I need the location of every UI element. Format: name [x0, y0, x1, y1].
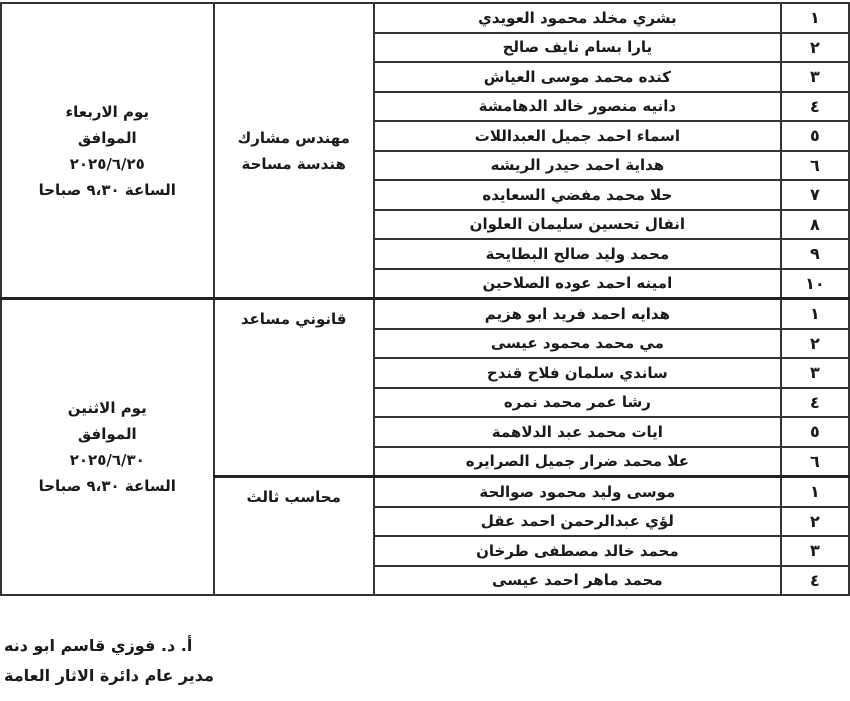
- table-row: ١ موسى وليد محمود صوالحة محاسب ثالث: [1, 475, 850, 596]
- table-row: ٥ اسماء احمد جميل العبداللات: [1, 120, 850, 152]
- candidate-name: مي محمد محمود عيسى: [372, 327, 782, 359]
- table-row: ١ هدايه احمد فريد ابو هزيم قانوني مساعد يوم…: [0, 297, 850, 596]
- candidate-name: امينه احمد عوده الصلاحين: [372, 267, 782, 300]
- row-number: ٦: [779, 149, 850, 181]
- candidate-name: موسى وليد محمود صوالحة: [372, 475, 782, 508]
- candidate-name: دانيه منصور خالد الدهامشة: [372, 90, 782, 122]
- row-number: ٣: [779, 61, 850, 93]
- table-row: ٧ حلا محمد مفضي السعايده: [1, 179, 850, 211]
- exam-date-line: ٢٠٢٥/٦/٢٥: [69, 154, 145, 173]
- row-number: ٢: [779, 505, 850, 537]
- signatory-name: أ. د. فوزي قاسم ابو دنه: [4, 636, 193, 655]
- table-row: ٦ هداية احمد حيدر الريشه: [1, 149, 850, 181]
- exam-date-line: ٢٠٢٥/٦/٣٠: [69, 451, 145, 469]
- row-number: ٨: [779, 208, 850, 240]
- table-row: ٩ محمد وليد صالح البطايحة: [1, 238, 850, 270]
- candidate-name: علا محمد ضرار جميل الصرايره: [372, 445, 782, 478]
- table-row: ٦ علا محمد ضرار جميل الصرايره: [1, 445, 850, 478]
- candidate-name: انفال تحسين سليمان العلوان: [372, 208, 782, 240]
- candidate-name: كنده محمد موسى العياش: [372, 61, 782, 93]
- row-number: ٧: [779, 179, 850, 211]
- exam-date-line: الساعة ٩،٣٠ صباحا: [38, 180, 176, 199]
- exam-date-line: يوم الاثنين: [67, 399, 147, 417]
- candidate-name: ساندي سلمان فلاح قندح: [372, 357, 782, 389]
- job-title: مهندس مشارك هندسة مساحة: [212, 2, 375, 300]
- candidate-name: حلا محمد مفضي السعايده: [372, 179, 782, 211]
- exam-schedule-table: ١ بشري مخلد محمود العويدي مهندس مشارك هندسة…: [0, 2, 850, 596]
- row-number: ١: [779, 2, 850, 34]
- exam-date: يوم الاثنين الموافق ٢٠٢٥/٦/٣٠ الساعة ٩،٣٠ ص…: [0, 297, 215, 596]
- row-number: ١٠: [779, 267, 850, 300]
- row-number: ١: [779, 297, 850, 330]
- candidate-name: هدايه احمد فريد ابو هزيم: [372, 297, 782, 330]
- job-title-line: هندسة مساحة: [241, 154, 346, 173]
- candidate-name: محمد ماهر احمد عيسى: [372, 564, 782, 596]
- exam-date-line: الساعة ٩،٣٠ صباحا: [38, 477, 176, 495]
- table-row: ١٠ امينه احمد عوده الصلاحين: [1, 267, 850, 300]
- job-title-line: مهندس مشارك: [237, 128, 350, 147]
- exam-date: يوم الاربعاء الموافق ٢٠٢٥/٦/٢٥ الساعة ٩،٣٠ …: [0, 2, 215, 300]
- candidate-name: محمد وليد صالح البطايحة: [372, 238, 782, 270]
- exam-date-line: يوم الاربعاء: [65, 102, 150, 121]
- row-number: ٣: [779, 535, 850, 567]
- exam-date-line: الموافق: [77, 128, 137, 147]
- row-number: ٥: [779, 120, 850, 152]
- candidate-name: بشري مخلد محمود العويدي: [372, 2, 782, 34]
- row-number: ٢: [779, 31, 850, 63]
- row-number: ٦: [779, 445, 850, 478]
- job-title-line: محاسب ثالث: [246, 488, 341, 506]
- row-number: ٤: [779, 386, 850, 418]
- candidate-name: لؤي عبدالرحمن احمد عقل: [372, 505, 782, 537]
- candidate-name: محمد خالد مصطفى طرخان: [372, 535, 782, 567]
- table-row: ١ بشري مخلد محمود العويدي مهندس مشارك هندسة…: [0, 2, 850, 300]
- candidate-name: اسماء احمد جميل العبداللات: [372, 120, 782, 152]
- row-number: ٤: [779, 564, 850, 596]
- row-number: ٤: [779, 90, 850, 122]
- job-title: محاسب ثالث: [212, 475, 375, 596]
- candidate-name: هداية احمد حيدر الريشه: [372, 149, 782, 181]
- row-number: ٥: [779, 416, 850, 448]
- signatory-title: مدير عام دائرة الاثار العامة: [4, 666, 214, 685]
- row-number: ٢: [779, 327, 850, 359]
- job-title: قانوني مساعد: [212, 297, 375, 478]
- exam-date-line: الموافق: [77, 425, 137, 443]
- row-number: ٣: [779, 357, 850, 389]
- table-row: ٨ انفال تحسين سليمان العلوان: [1, 208, 850, 240]
- candidate-name: يارا بسام نايف صالح: [372, 31, 782, 63]
- table-row: ٤ دانيه منصور خالد الدهامشة: [1, 90, 850, 122]
- table-row: ٤ محمد ماهر احمد عيسى: [1, 564, 850, 596]
- candidate-name: رشا عمر محمد نمره: [372, 386, 782, 418]
- row-number: ٩: [779, 238, 850, 270]
- row-number: ١: [779, 475, 850, 508]
- job-title-line: قانوني مساعد: [240, 310, 347, 328]
- candidate-name: ايات محمد عبد الدلاهمة: [372, 416, 782, 448]
